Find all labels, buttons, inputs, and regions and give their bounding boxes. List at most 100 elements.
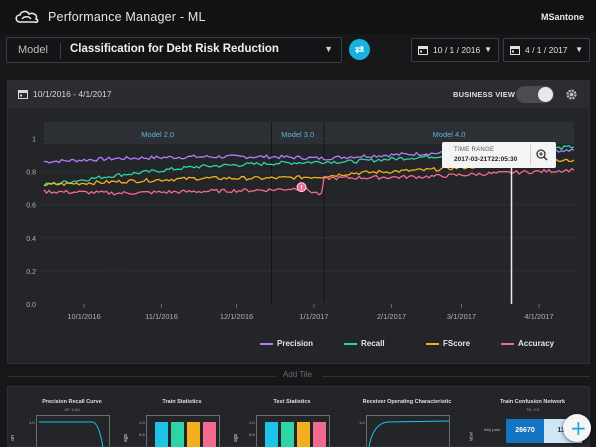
performance-line-chart[interactable]: Model 2.0 Model 3.0 Model 4.0 0.0 0.2 0.4 0.6 0… [8,108,589,334]
model-region-band [324,122,574,144]
roc-curve [368,420,450,447]
calendar-icon [18,90,28,99]
tile-axis-title: on [9,435,16,441]
model-bar: Model Classification for Debt Risk Reduc… [0,34,596,68]
start-date: 10 / 1 / 2016 [433,45,481,55]
confusion-col-label: label [468,431,474,442]
tile-title: Train Confusion Network [499,399,566,405]
legend-label: FScore [443,339,471,348]
zoom-button[interactable] [530,145,551,165]
app-title: Performance Manager - ML [48,10,206,24]
x-tick-label: 3/1/2017 [447,312,476,321]
model-label: Model [18,44,48,56]
y-tick-label: 0.4 [26,236,36,243]
time-range-tooltip: TIME RANGE 2017-03-21​T22:05:30 [442,142,556,168]
stat-bar [297,422,310,447]
start-date-picker[interactable]: 10 / 1 / 2016 ▼ [411,38,499,62]
tile-train-statistics[interactable]: Train Statistics [132,387,232,447]
tile-subtitle: AP: 0.84 [64,407,80,412]
x-tick-label: 11/1/2016 [145,312,178,321]
selected-model: Classification for Debt Risk Reduction [70,43,279,55]
end-date: 4 / 1 / 2017 [525,45,568,55]
panel-date-range: 10/1/2016 - 4/1/2017 [33,89,112,99]
legend-label: Recall [361,339,385,348]
tile-axis-tick: 1.0 [139,420,145,425]
model-region-label: Model 2.0 [141,130,174,139]
y-tick-label: 0.8 [26,170,36,177]
tooltip-label: TIME RANGE [454,147,495,153]
stat-bar [155,422,168,447]
stat-bar [171,422,184,447]
top-bar: Performance Manager - ML MSantone [0,0,596,34]
business-view-toggle[interactable] [516,86,554,103]
chevron-down-icon: ▼ [575,45,583,54]
cloud-logo-icon[interactable] [14,10,40,24]
performance-panel: 10/1/2016 - 4/1/2017 BUSINESS VIEW Model… [7,80,590,364]
add-tile-label: Add Tile [283,370,312,379]
legend-swatch [501,343,514,345]
x-tick-label: 1/1/2017 [299,312,328,321]
business-view-label: BUSINESS VIEW [453,90,516,99]
gear-icon[interactable] [564,87,579,102]
y-tick-label: 0.2 [26,269,36,276]
stat-bar [313,422,326,447]
tile-axis-title: ags [123,433,130,443]
stat-bar [281,422,294,447]
tile-plot [366,415,450,447]
alert-icon: ! [301,186,303,192]
add-fab-button[interactable]: + [563,414,591,442]
y-tick-label: 0.6 [26,203,36,210]
swap-icon [355,45,364,54]
legend-label: Accuracy [518,339,555,348]
calendar-icon [418,46,428,55]
tiles-strip: Precision Recall Curve AP: 0.84 Train St… [7,386,590,447]
legend-swatch [260,343,273,345]
tile-roc[interactable]: Receiver Operating Characteristic [352,387,462,447]
tile-precision-recall[interactable]: Precision Recall Curve AP: 0.84 [22,387,122,447]
tile-title: Precision Recall Curve [42,399,102,405]
tile-axis-tick: 0.6 [139,432,145,437]
x-tick-label: 12/1/2016 [220,312,253,321]
tile-plot [256,415,330,447]
divider [60,43,61,59]
tile-plot [36,415,110,447]
confusion-cell-tp: 26670 [506,419,544,443]
panel-header: 10/1/2016 - 4/1/2017 BUSINESS VIEW [8,81,589,108]
tooltip-value: 2017-03-21​T22:05:30 [454,156,518,163]
stat-bar [265,422,278,447]
plus-icon: + [570,416,587,440]
swap-models-button[interactable] [349,39,370,60]
train-bars [155,422,216,447]
add-tile-row[interactable]: Add Tile [0,370,596,382]
tile-title: Train Statistics [162,399,202,405]
test-bars [265,422,326,447]
model-region-label: Model 3.0 [281,130,314,139]
tile-axis-tick: 1.0 [359,420,365,425]
x-tick-label: 10/1/2016 [67,312,100,321]
confusion-row-label: fully paid [484,427,500,432]
tile-test-statistics[interactable]: Test Statistics [242,387,342,447]
legend-swatch [344,343,357,345]
y-tick-label: 0.0 [26,302,36,309]
x-tick-label: 2/1/2017 [377,312,406,321]
tile-axis-tick: 1.0 [29,420,35,425]
tile-subtitle: TH: 0.5 [525,407,540,412]
pr-curve [39,421,104,447]
zoom-icon [536,149,548,161]
model-select[interactable]: Model Classification for Debt Risk Reduc… [6,37,342,63]
chevron-down-icon: ▼ [324,44,333,54]
x-tick-label: 4/1/2017 [524,312,553,321]
legend-swatch [426,343,439,345]
calendar-icon [510,46,520,55]
stat-bar [203,422,216,447]
model-region-label: Model 4.0 [433,130,466,139]
divider [322,376,590,377]
tile-plot [146,415,220,447]
tile-axis-title: ags [233,433,240,443]
end-date-picker[interactable]: 4 / 1 / 2017 ▼ [503,38,590,62]
chevron-down-icon: ▼ [484,45,492,54]
stat-bar [187,422,200,447]
legend-label: Precision [277,339,314,348]
user-name[interactable]: MSantone [540,12,584,22]
series-line-accuracy [43,167,575,196]
